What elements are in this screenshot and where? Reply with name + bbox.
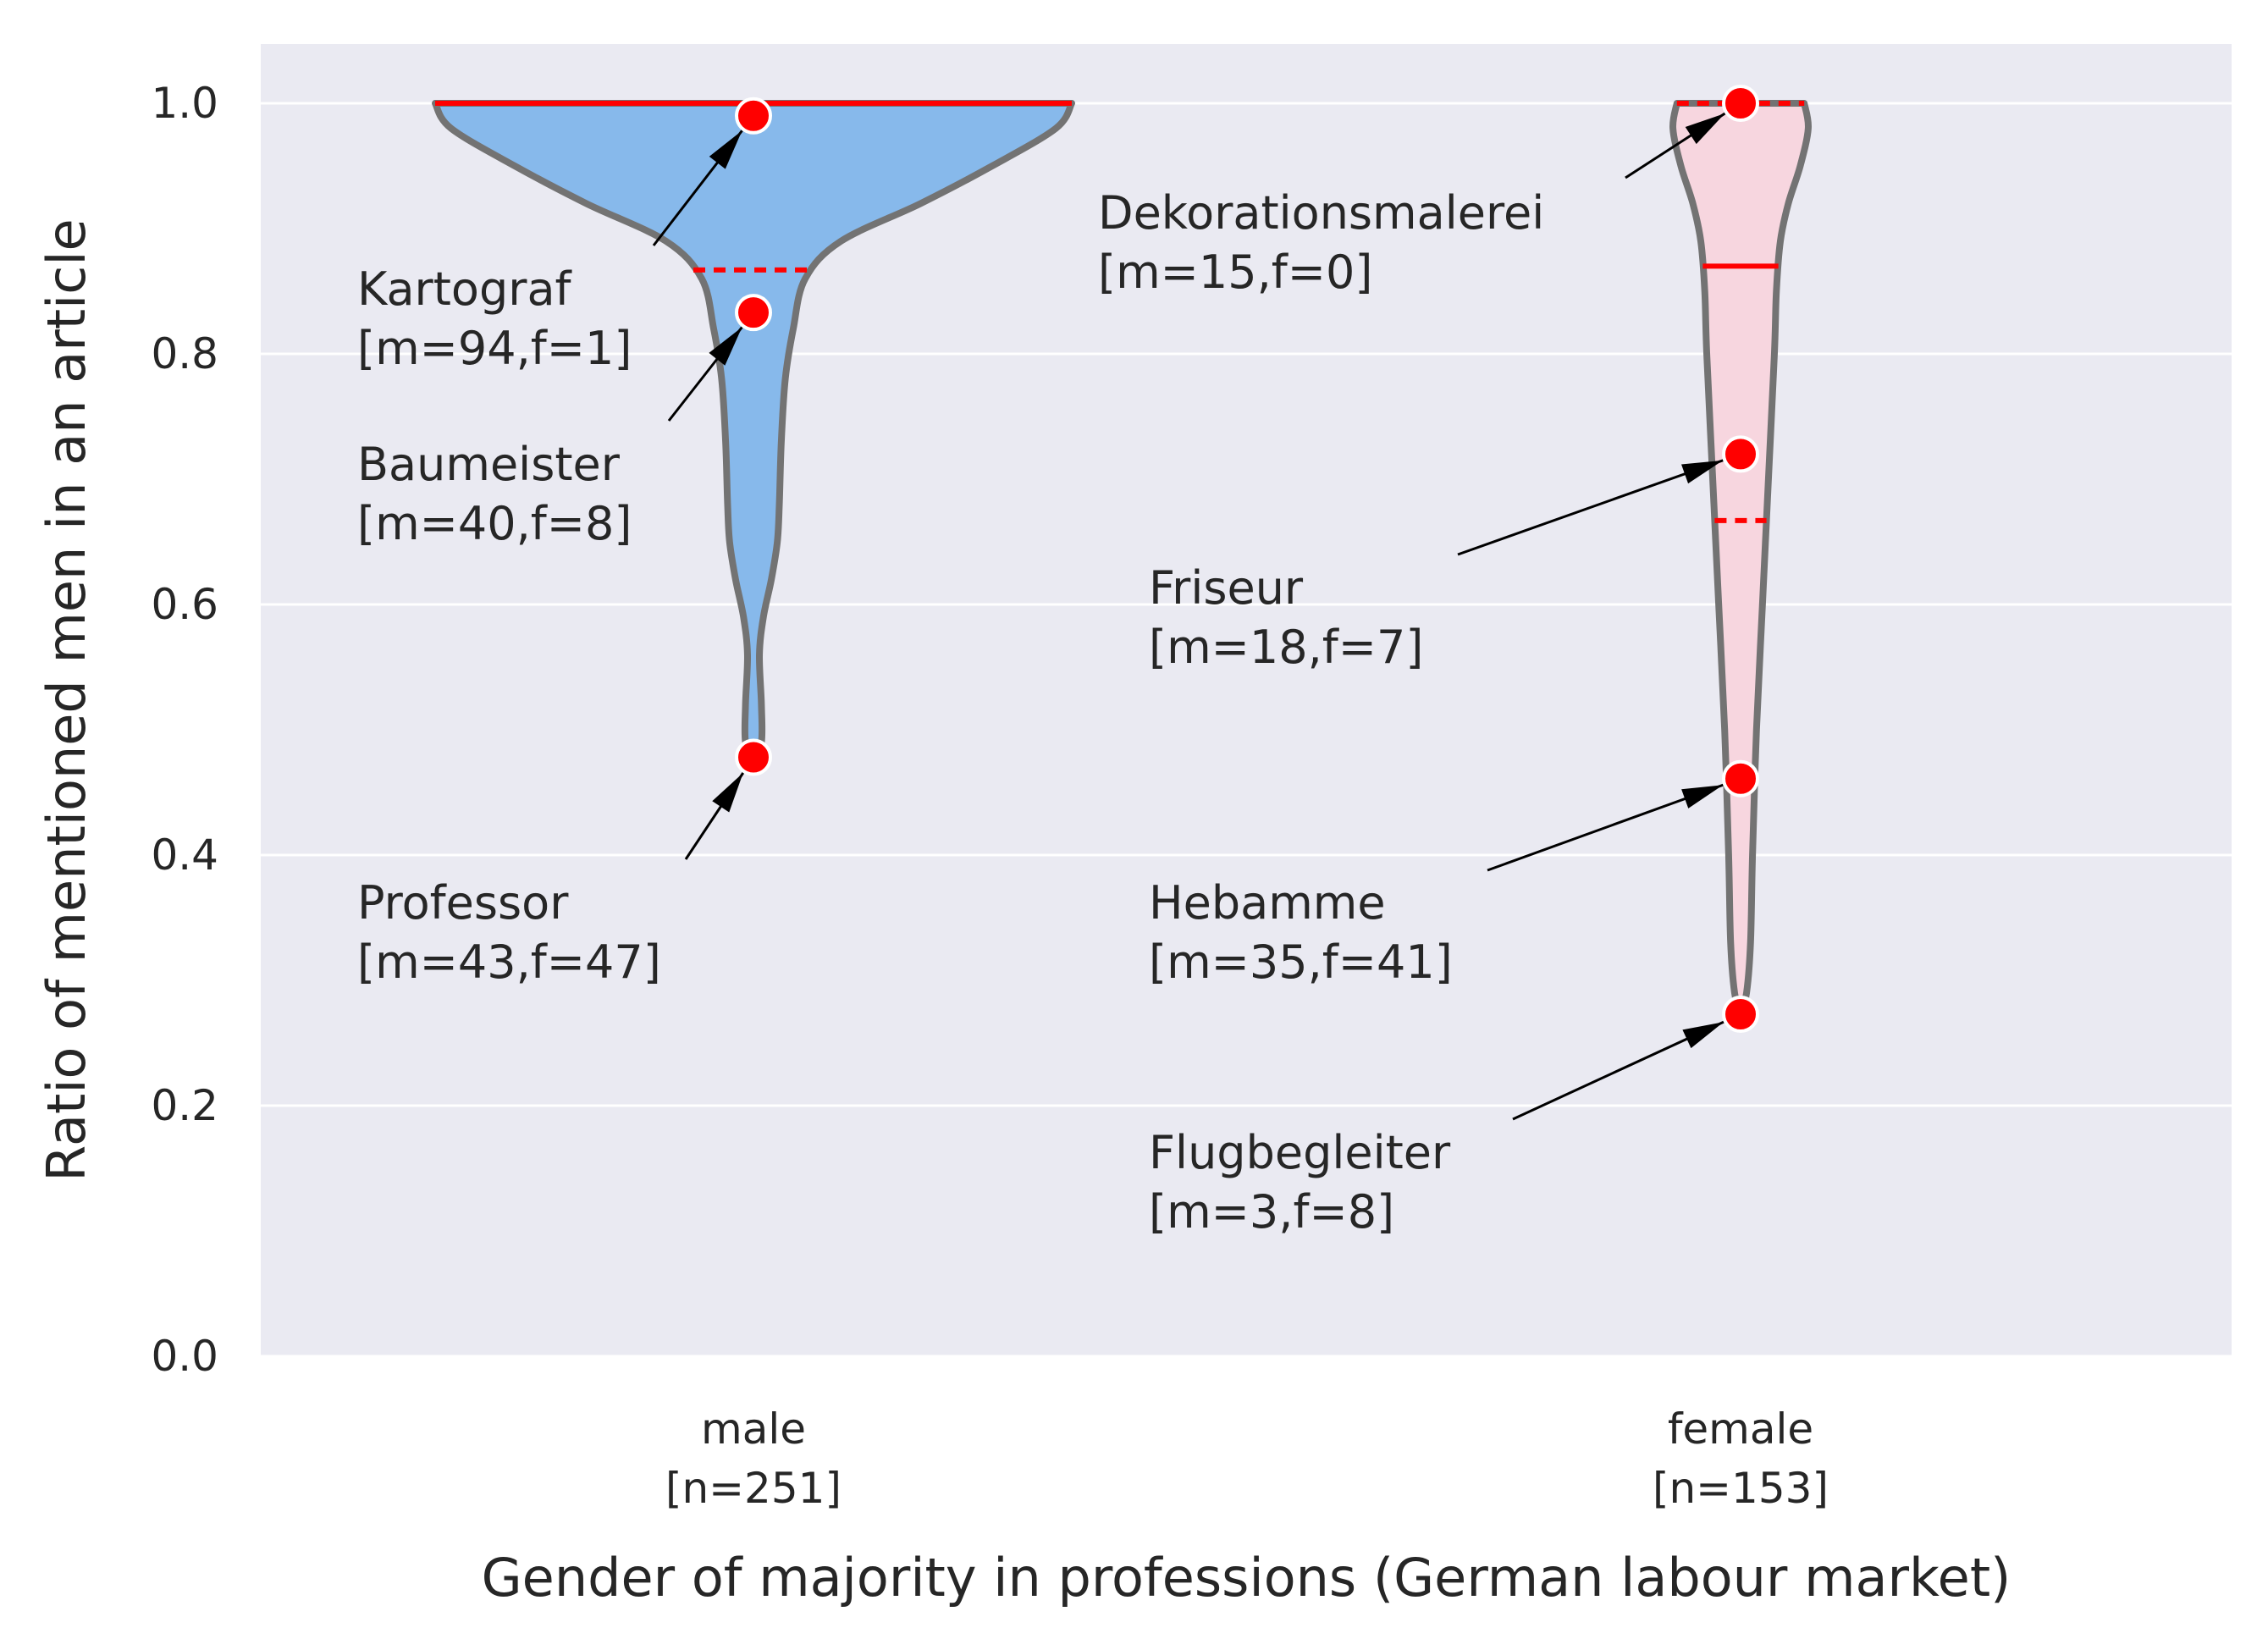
y-tick-label: 0.8	[151, 329, 218, 378]
x-tick-label-male: male	[701, 1404, 806, 1454]
annotation-label: Friseur	[1149, 561, 1304, 615]
data-point	[735, 97, 772, 135]
y-tick-label: 0.0	[151, 1332, 218, 1381]
annotation-label: Flugbegleiter	[1149, 1126, 1451, 1179]
annotation-counts: [m=15,f=0]	[1098, 246, 1372, 299]
y-tick-label: 0.4	[151, 831, 218, 880]
annotation-counts: [m=3,f=8]	[1149, 1185, 1394, 1239]
data-points	[735, 85, 1759, 1033]
arrowhead-icon	[1682, 1022, 1724, 1049]
x-tick-label-female: female	[1668, 1404, 1813, 1454]
annotations: Kartograf [m=94,f=1] Baumeister [m=40,f=8] P…	[357, 112, 1726, 1239]
data-point	[1722, 759, 1759, 797]
annotation-counts: [m=18,f=7]	[1149, 621, 1423, 674]
data-point	[735, 294, 772, 332]
y-axis-label: Ratio of mentioned men in an article	[36, 218, 97, 1181]
x-tick-count-male: [n=251]	[665, 1464, 842, 1513]
annotation-counts: [m=40,f=8]	[357, 497, 632, 550]
annotation-arrow	[1457, 459, 1724, 556]
annotation-label: Dekorationsmalerei	[1098, 186, 1544, 240]
arrowhead-icon	[1681, 460, 1724, 484]
annotation-label: Kartograf	[357, 262, 573, 316]
annotation-counts: [m=43,f=47]	[357, 935, 661, 989]
data-point	[735, 738, 772, 776]
plot-area	[261, 44, 2232, 1356]
annotation-counts: [m=35,f=41]	[1149, 935, 1453, 989]
data-point	[1722, 995, 1759, 1033]
annotation-counts: [m=94,f=1]	[357, 322, 632, 375]
annotation-label: Hebamme	[1149, 876, 1386, 930]
x-axis-label: Gender of majority in professions (Germa…	[482, 1547, 2011, 1609]
gridlines	[261, 102, 2232, 1358]
arrowhead-icon	[712, 772, 743, 813]
data-point	[1722, 435, 1759, 473]
annotation-arrow	[1487, 783, 1724, 872]
arrowhead-icon	[709, 327, 742, 366]
y-tick-label: 1.0	[151, 79, 218, 128]
y-tick-label: 0.2	[151, 1081, 218, 1130]
arrowhead-icon	[709, 130, 742, 169]
annotation-label: Professor	[357, 876, 569, 930]
data-point	[1722, 85, 1759, 122]
y-axis-ticks: 0.0 0.2 0.4 0.6 0.8 1.0	[151, 79, 218, 1381]
annotation-label: Baumeister	[357, 438, 621, 491]
x-axis-ticks: male [n=251] female [n=153]	[665, 1404, 1829, 1513]
arrowhead-icon	[1681, 785, 1724, 808]
y-tick-label: 0.6	[151, 580, 218, 629]
x-tick-count-female: [n=153]	[1653, 1464, 1829, 1513]
arrowhead-icon	[1685, 113, 1725, 145]
